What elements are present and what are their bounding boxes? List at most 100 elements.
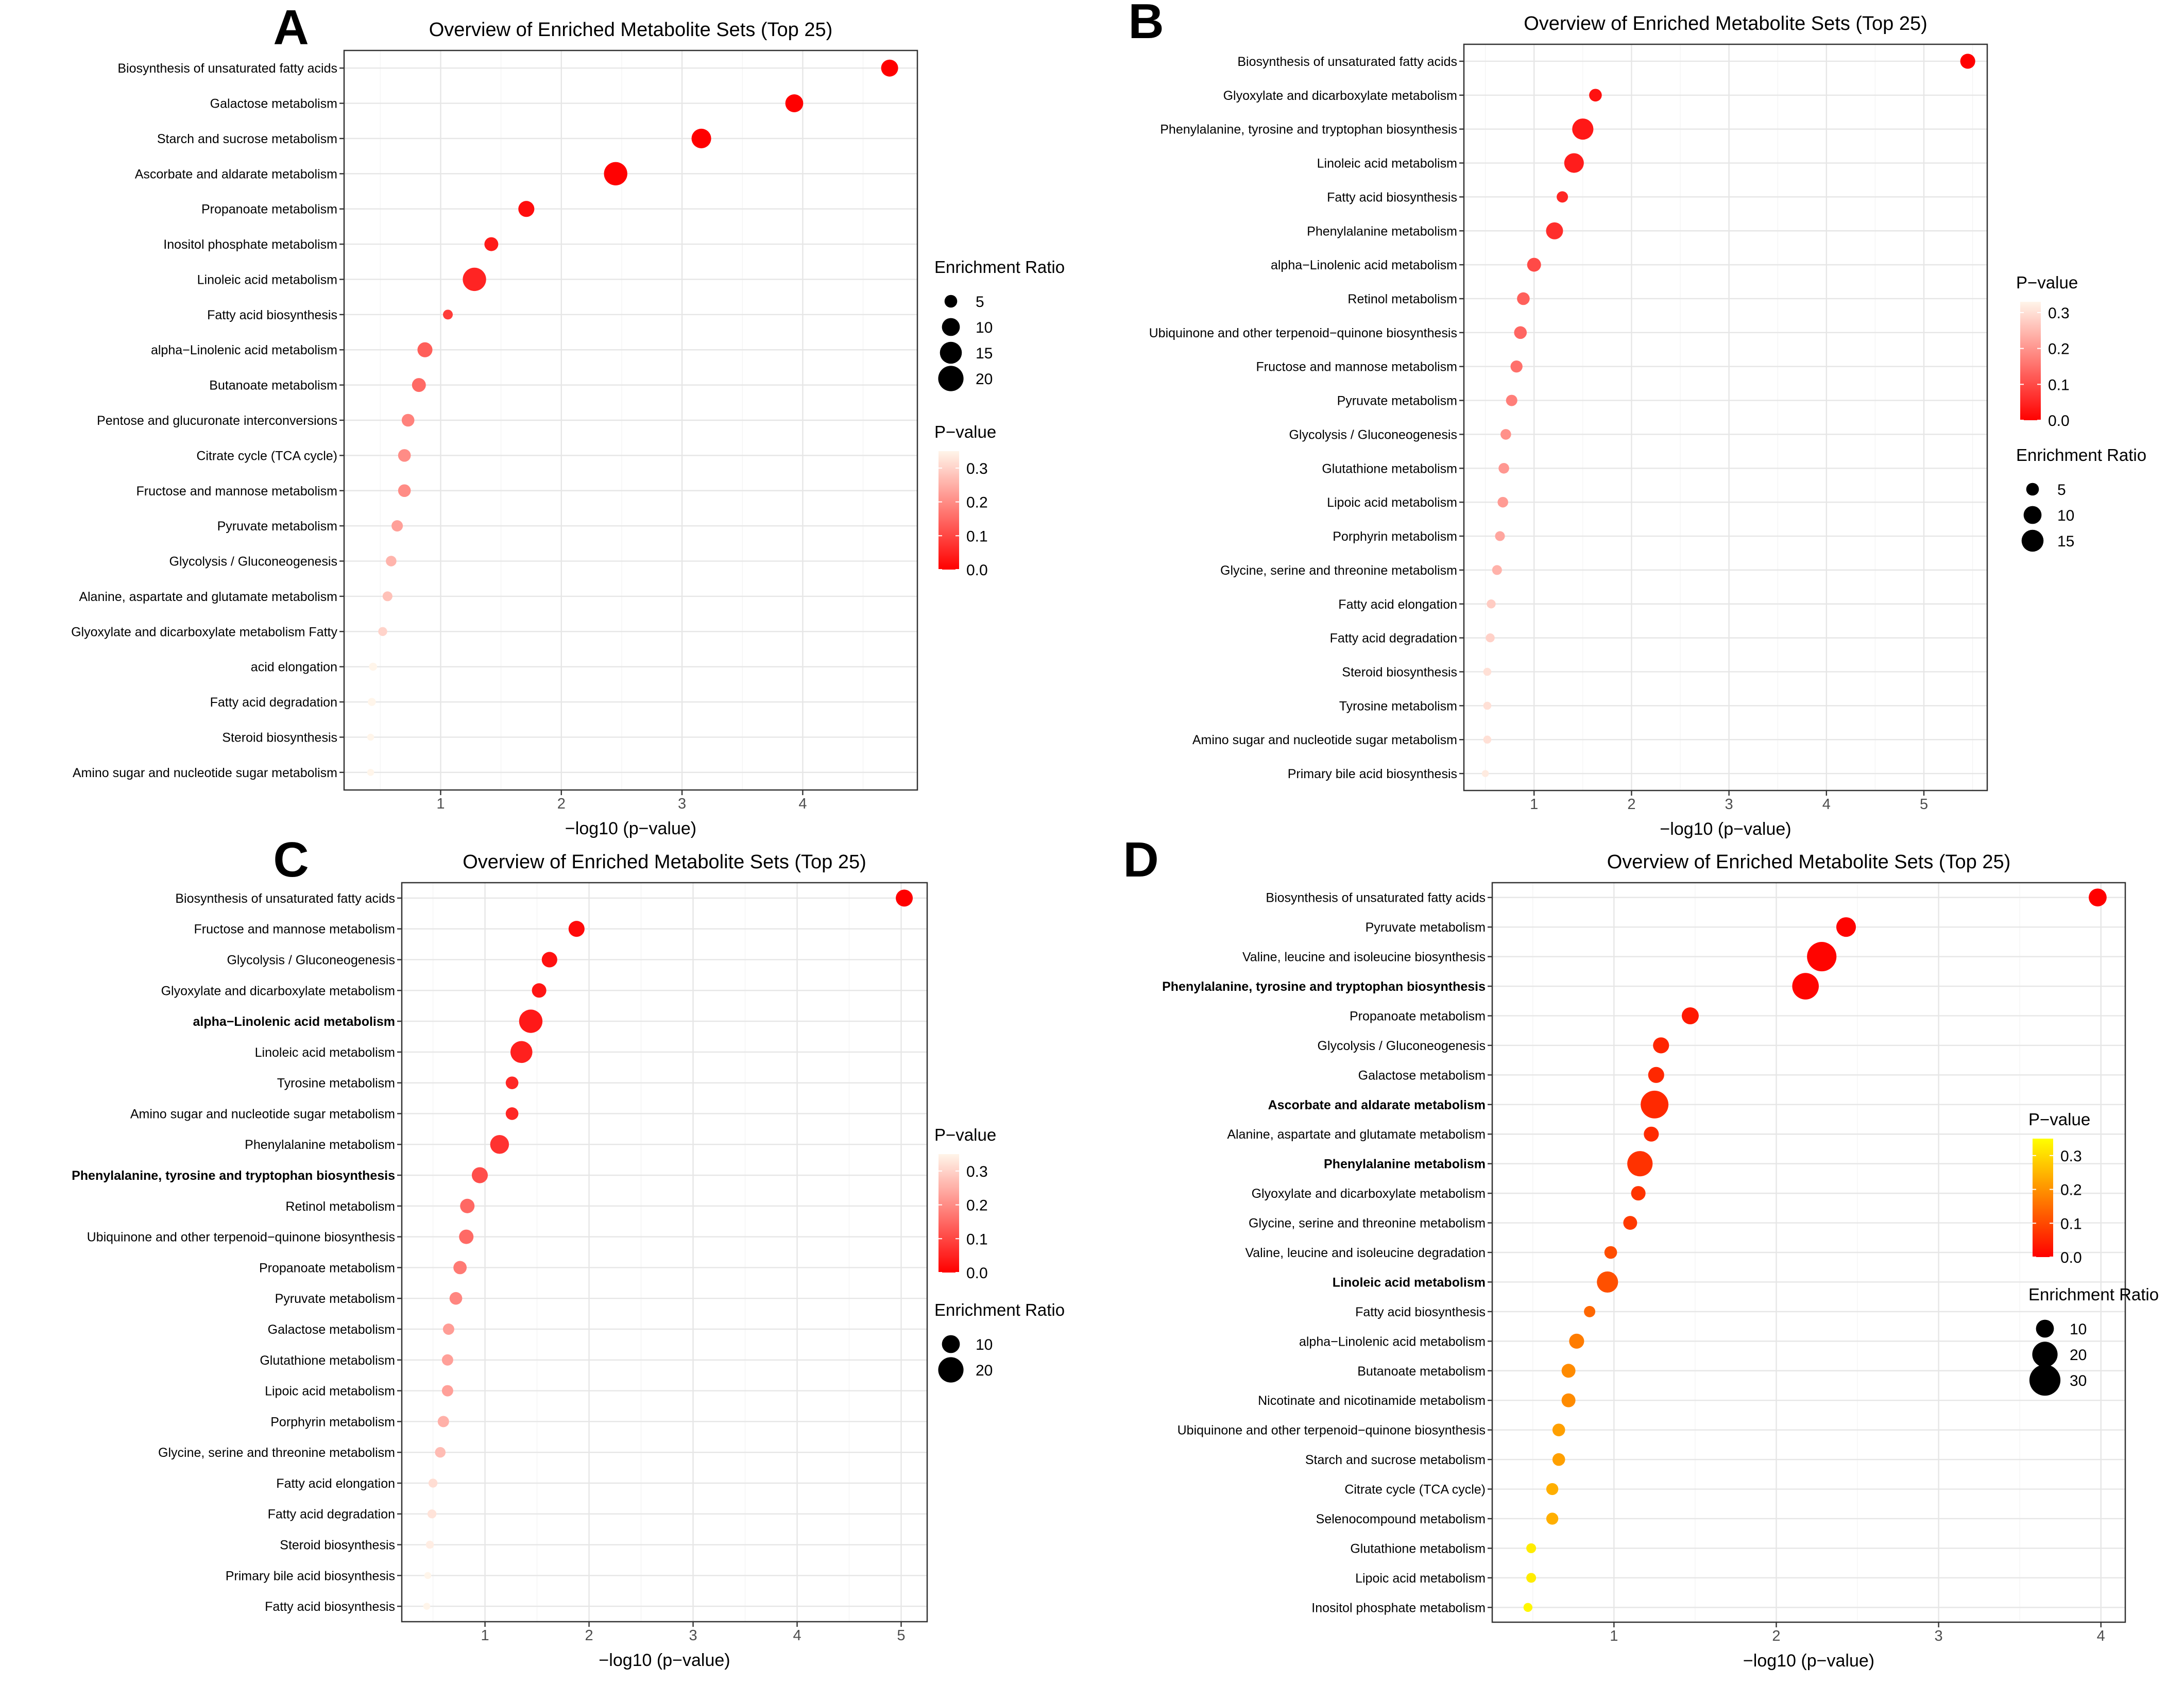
y-tick-label: Tyrosine metabolism xyxy=(277,1076,395,1091)
data-point xyxy=(425,1540,434,1549)
x-tick-label: 4 xyxy=(793,1627,801,1644)
y-tick-label: Alanine, aspartate and glutamate metabol… xyxy=(79,590,337,604)
size-legend-title: Enrichment Ratio xyxy=(2028,1285,2159,1304)
y-tick-label: Porphyrin metabolism xyxy=(270,1415,395,1429)
chart-title: Overview of Enriched Metabolite Sets (To… xyxy=(1607,851,2011,873)
data-point xyxy=(1546,222,1563,239)
data-point xyxy=(1564,153,1584,173)
data-point xyxy=(2089,888,2107,907)
y-tick-label: Biosynthesis of unsaturated fatty acids xyxy=(175,891,395,906)
y-tick-label: alpha−Linolenic acid metabolism xyxy=(1271,258,1457,272)
size-legend-key xyxy=(942,318,960,336)
data-point xyxy=(505,1107,519,1120)
y-tick-label: Glyoxylate and dicarboxylate metabolism … xyxy=(71,625,337,639)
data-point xyxy=(1552,1423,1565,1436)
size-legend-label: 20 xyxy=(2070,1347,2087,1364)
data-point xyxy=(382,591,393,602)
data-point xyxy=(532,983,547,998)
panel-b: 1 2 3 4 5 Biosynthesis of unsaturated fatty a… xyxy=(1128,0,2146,839)
data-point xyxy=(1552,1453,1565,1466)
data-point xyxy=(505,1076,519,1089)
size-legend-title: Enrichment Ratio xyxy=(934,257,1065,277)
color-legend-bar xyxy=(939,451,959,570)
y-tick-label: Pentose and glucuronate interconversions xyxy=(97,414,337,428)
x-axis-label: −log10 (p−value) xyxy=(1743,1651,1874,1671)
x-tick-label: 4 xyxy=(2097,1628,2105,1644)
data-point xyxy=(1500,429,1511,440)
data-point xyxy=(604,162,627,186)
x-tick-label: 2 xyxy=(1772,1628,1780,1644)
size-legend-key xyxy=(940,341,962,364)
y-tick-label: Phenylalanine metabolism xyxy=(245,1138,395,1152)
color-legend-title: P−value xyxy=(2028,1110,2090,1129)
data-point xyxy=(1557,191,1568,203)
y-tick-label: Lipoic acid metabolism xyxy=(265,1384,395,1399)
y-tick-label: Phenylalanine, tyrosine and tryptophan b… xyxy=(72,1169,395,1183)
y-tick-label: alpha−Linolenic acid metabolism xyxy=(1299,1334,1486,1349)
y-tick-label: Biosynthesis of unsaturated fatty acids xyxy=(117,61,337,76)
data-point xyxy=(1597,1271,1618,1293)
data-point xyxy=(541,952,557,968)
y-tick-label: Glycine, serine and threonine metabolism xyxy=(158,1446,395,1460)
y-tick-label: Glycolysis / Gluconeogenesis xyxy=(1317,1039,1486,1053)
x-tick-label: 1 xyxy=(436,796,445,812)
y-tick-label: Linoleic acid metabolism xyxy=(1333,1275,1486,1290)
size-legend-key xyxy=(938,1357,964,1383)
data-point xyxy=(896,889,913,907)
data-point xyxy=(1589,89,1602,102)
data-point xyxy=(453,1261,467,1275)
color-legend-label: 0.2 xyxy=(2048,341,2070,358)
data-point xyxy=(1546,1513,1559,1525)
color-legend-label: 0.3 xyxy=(966,1163,988,1180)
x-tick-label: 2 xyxy=(1627,796,1635,813)
x-tick-label: 4 xyxy=(798,796,807,812)
y-tick-label: Fatty acid biosynthesis xyxy=(1355,1305,1486,1319)
chart-title: Overview of Enriched Metabolite Sets (To… xyxy=(429,19,833,41)
y-tick-label: Primary bile acid biosynthesis xyxy=(226,1569,395,1583)
y-tick-label: Fructose and mannose metabolism xyxy=(136,484,337,499)
y-tick-label: Ubiquinone and other terpenoid−quinone b… xyxy=(1149,326,1457,340)
panel-a: 1 2 3 4 Biosynthesis of unsaturated fatty ac… xyxy=(71,0,1065,838)
data-point xyxy=(1653,1037,1669,1054)
data-point xyxy=(1807,942,1837,972)
y-tick-label: Pyruvate metabolism xyxy=(1337,394,1457,408)
data-point xyxy=(484,237,499,251)
data-point xyxy=(435,1447,446,1458)
data-point xyxy=(428,1479,438,1488)
y-tick-label: Alanine, aspartate and glutamate metabol… xyxy=(1227,1127,1486,1142)
size-legend-label: 30 xyxy=(2070,1372,2087,1389)
plot-border xyxy=(401,882,928,1623)
panel-c: 1 2 3 4 5 Biosynthesis of unsaturated fatty a… xyxy=(72,832,1065,1670)
x-axis-label: −log10 (p−value) xyxy=(599,1651,730,1670)
y-tick-label: Phenylalanine metabolism xyxy=(1307,224,1457,238)
y-tick-label: Starch and sucrose metabolism xyxy=(1305,1453,1486,1467)
y-tick-label: Porphyrin metabolism xyxy=(1333,529,1457,544)
y-tick-label: Lipoic acid metabolism xyxy=(1355,1571,1486,1586)
color-legend-label: 0.3 xyxy=(2060,1148,2082,1165)
data-point xyxy=(401,414,415,427)
y-tick-label: Retinol metabolism xyxy=(1347,292,1457,306)
y-tick-label: Pyruvate metabolism xyxy=(1366,920,1486,935)
data-point xyxy=(785,94,804,112)
data-point xyxy=(441,1354,453,1366)
x-axis-label: −log10 (p−value) xyxy=(565,819,696,838)
y-tick-label: Linoleic acid metabolism xyxy=(255,1045,395,1060)
data-point xyxy=(1510,360,1523,373)
y-tick-label: Inositol phosphate metabolism xyxy=(1311,1601,1486,1615)
y-tick-label: Fatty acid biosynthesis xyxy=(1327,190,1457,204)
size-legend-key xyxy=(944,295,958,308)
chart-title: Overview of Enriched Metabolite Sets (To… xyxy=(463,851,866,873)
data-point xyxy=(398,484,411,497)
y-tick-label: Propanoate metabolism xyxy=(201,202,337,217)
color-legend-label: 0.0 xyxy=(2060,1249,2082,1266)
panel-d: 1 2 3 4 Biosynthesis of unsaturated fatty ac… xyxy=(1123,832,2159,1671)
y-tick-label: Nicotinate and nicotinamide metabolism xyxy=(1258,1394,1486,1408)
y-tick-label: Ascorbate and aldarate metabolism xyxy=(135,167,337,181)
x-tick-label: 2 xyxy=(557,796,566,812)
color-legend-label: 0.1 xyxy=(2048,376,2070,393)
y-tick-label: Glutathione metabolism xyxy=(1322,461,1457,476)
y-tick-label: Citrate cycle (TCA cycle) xyxy=(1344,1483,1486,1497)
y-tick-label: Phenylalanine metabolism xyxy=(1324,1157,1486,1172)
size-legend-key xyxy=(2023,506,2042,524)
data-point xyxy=(1527,257,1541,272)
